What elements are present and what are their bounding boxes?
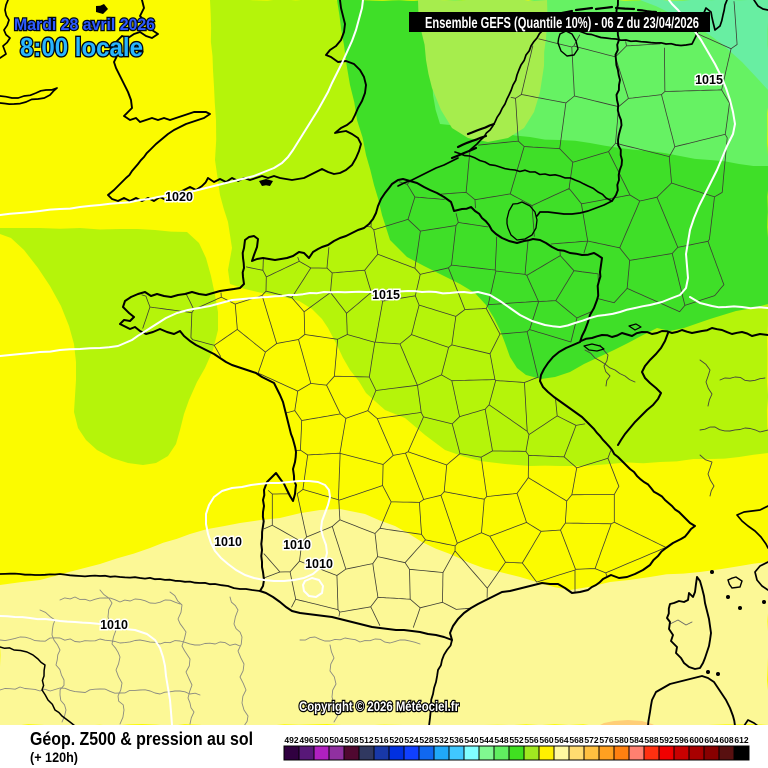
svg-text:512: 512 xyxy=(359,735,373,745)
svg-text:520: 520 xyxy=(389,735,403,745)
svg-text:516: 516 xyxy=(374,735,388,745)
svg-text:504: 504 xyxy=(329,735,343,745)
svg-text:580: 580 xyxy=(614,735,628,745)
svg-text:600: 600 xyxy=(689,735,703,745)
svg-text:8:00 locale: 8:00 locale xyxy=(20,32,143,62)
svg-text:528: 528 xyxy=(419,735,433,745)
svg-text:Mardi 28 avril 2026: Mardi 28 avril 2026 xyxy=(14,16,155,34)
svg-text:568: 568 xyxy=(569,735,583,745)
svg-text:524: 524 xyxy=(404,735,418,745)
svg-text:532: 532 xyxy=(434,735,448,745)
svg-text:508: 508 xyxy=(344,735,358,745)
svg-text:608: 608 xyxy=(719,735,733,745)
svg-text:596: 596 xyxy=(674,735,688,745)
svg-text:556: 556 xyxy=(524,735,538,745)
svg-text:612: 612 xyxy=(734,735,748,745)
svg-text:(+ 120h): (+ 120h) xyxy=(30,750,78,765)
svg-text:540: 540 xyxy=(464,735,478,745)
svg-text:564: 564 xyxy=(554,735,568,745)
svg-text:1010: 1010 xyxy=(283,538,311,552)
svg-text:572: 572 xyxy=(584,735,598,745)
svg-text:1010: 1010 xyxy=(305,557,333,571)
svg-text:584: 584 xyxy=(629,735,643,745)
svg-text:552: 552 xyxy=(509,735,523,745)
svg-text:Copyright © 2026 Météociel.fr: Copyright © 2026 Météociel.fr xyxy=(299,698,459,714)
svg-text:Géop. Z500 & pression au sol: Géop. Z500 & pression au sol xyxy=(30,729,253,749)
svg-text:592: 592 xyxy=(659,735,673,745)
svg-text:Ensemble GEFS (Quantile 10%): Ensemble GEFS (Quantile 10%) - 06 Z du 2… xyxy=(425,15,699,32)
svg-text:576: 576 xyxy=(599,735,613,745)
svg-text:544: 544 xyxy=(479,735,493,745)
svg-text:1020: 1020 xyxy=(165,190,193,204)
svg-text:1015: 1015 xyxy=(695,73,723,87)
svg-text:588: 588 xyxy=(644,735,658,745)
svg-text:1010: 1010 xyxy=(100,618,128,632)
svg-text:548: 548 xyxy=(494,735,508,745)
svg-text:1010: 1010 xyxy=(214,535,242,549)
svg-text:604: 604 xyxy=(704,735,718,745)
svg-text:536: 536 xyxy=(449,735,463,745)
svg-text:500: 500 xyxy=(314,735,328,745)
svg-text:492: 492 xyxy=(284,735,298,745)
svg-text:496: 496 xyxy=(299,735,313,745)
svg-text:560: 560 xyxy=(539,735,553,745)
svg-text:1015: 1015 xyxy=(372,288,400,302)
